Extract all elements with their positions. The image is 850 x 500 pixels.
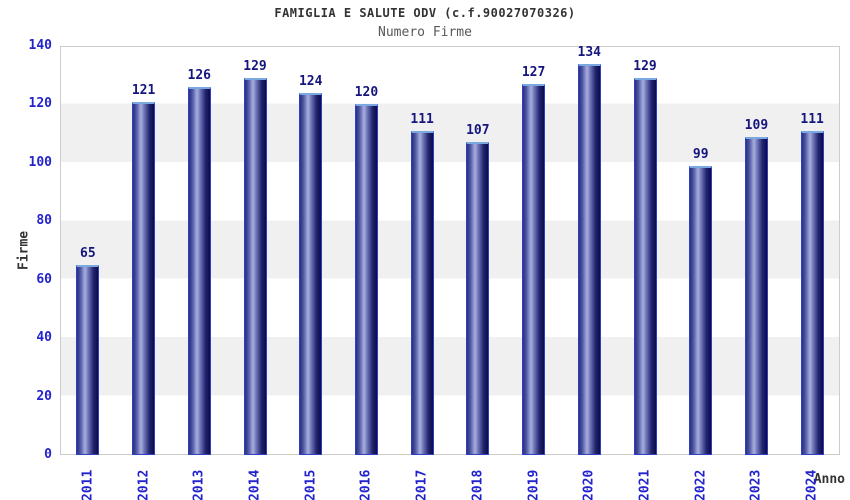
bar: [187, 86, 211, 455]
bar-value-label: 126: [187, 67, 212, 83]
y-tick-label: 100: [28, 154, 52, 170]
bar-value-label: 121: [131, 82, 156, 98]
bar-value-label: 129: [633, 59, 657, 75]
bar-value-label: 120: [354, 85, 379, 101]
bar-value-label: 99: [692, 146, 709, 162]
chart-subtitle: Numero Firme: [378, 25, 472, 40]
bar: [410, 130, 434, 455]
bar: [800, 130, 824, 455]
bar-value-label: 124: [298, 73, 323, 89]
bar-value-label: 65: [80, 246, 96, 262]
y-tick-label: 40: [36, 330, 52, 346]
bar: [132, 101, 156, 455]
bar-value-label: 134: [577, 44, 602, 60]
chart-title: FAMIGLIA E SALUTE ODV (c.f.90027070326): [274, 6, 576, 20]
bar: [577, 63, 601, 455]
bar-value-label: 111: [800, 111, 824, 127]
bar: [76, 265, 100, 455]
x-tick-label: 2018: [470, 469, 486, 500]
bar: [299, 92, 323, 455]
y-tick-label: 0: [44, 447, 52, 462]
x-tick-label: 2021: [637, 469, 653, 500]
bar-value-label: 129: [243, 59, 267, 75]
x-tick-label: 2016: [358, 469, 374, 500]
bar: [522, 83, 546, 455]
x-tick-label: 2015: [303, 469, 319, 500]
x-tick-label: 2014: [247, 469, 263, 500]
x-axis-title: Anno: [813, 472, 845, 487]
bar-value-label: 127: [521, 64, 546, 80]
y-tick-label: 20: [36, 388, 52, 404]
x-tick-label: 2012: [136, 469, 152, 500]
x-tick-label: 2022: [693, 469, 709, 500]
bar-value-label: 109: [744, 117, 769, 133]
y-tick-label: 120: [28, 96, 52, 112]
x-tick-label: 2011: [80, 469, 96, 500]
bar: [689, 165, 713, 455]
bar: [243, 78, 267, 455]
bar-value-label: 107: [466, 123, 490, 139]
x-tick-label: 2019: [526, 469, 542, 500]
plot-area: [60, 46, 840, 455]
bar: [744, 136, 768, 455]
y-tick-label: 140: [28, 38, 52, 53]
x-tick-label: 2023: [748, 469, 764, 500]
bar: [354, 104, 378, 455]
bar: [633, 78, 657, 455]
x-tick-label: 2024: [804, 469, 820, 500]
bar-value-label: 111: [410, 111, 434, 127]
x-tick-label: 2013: [191, 469, 207, 500]
bar: [466, 142, 490, 455]
y-tick-label: 80: [36, 213, 52, 229]
y-tick-label: 60: [36, 271, 52, 287]
x-tick-label: 2017: [414, 469, 430, 500]
x-tick-label: 2020: [581, 469, 597, 500]
